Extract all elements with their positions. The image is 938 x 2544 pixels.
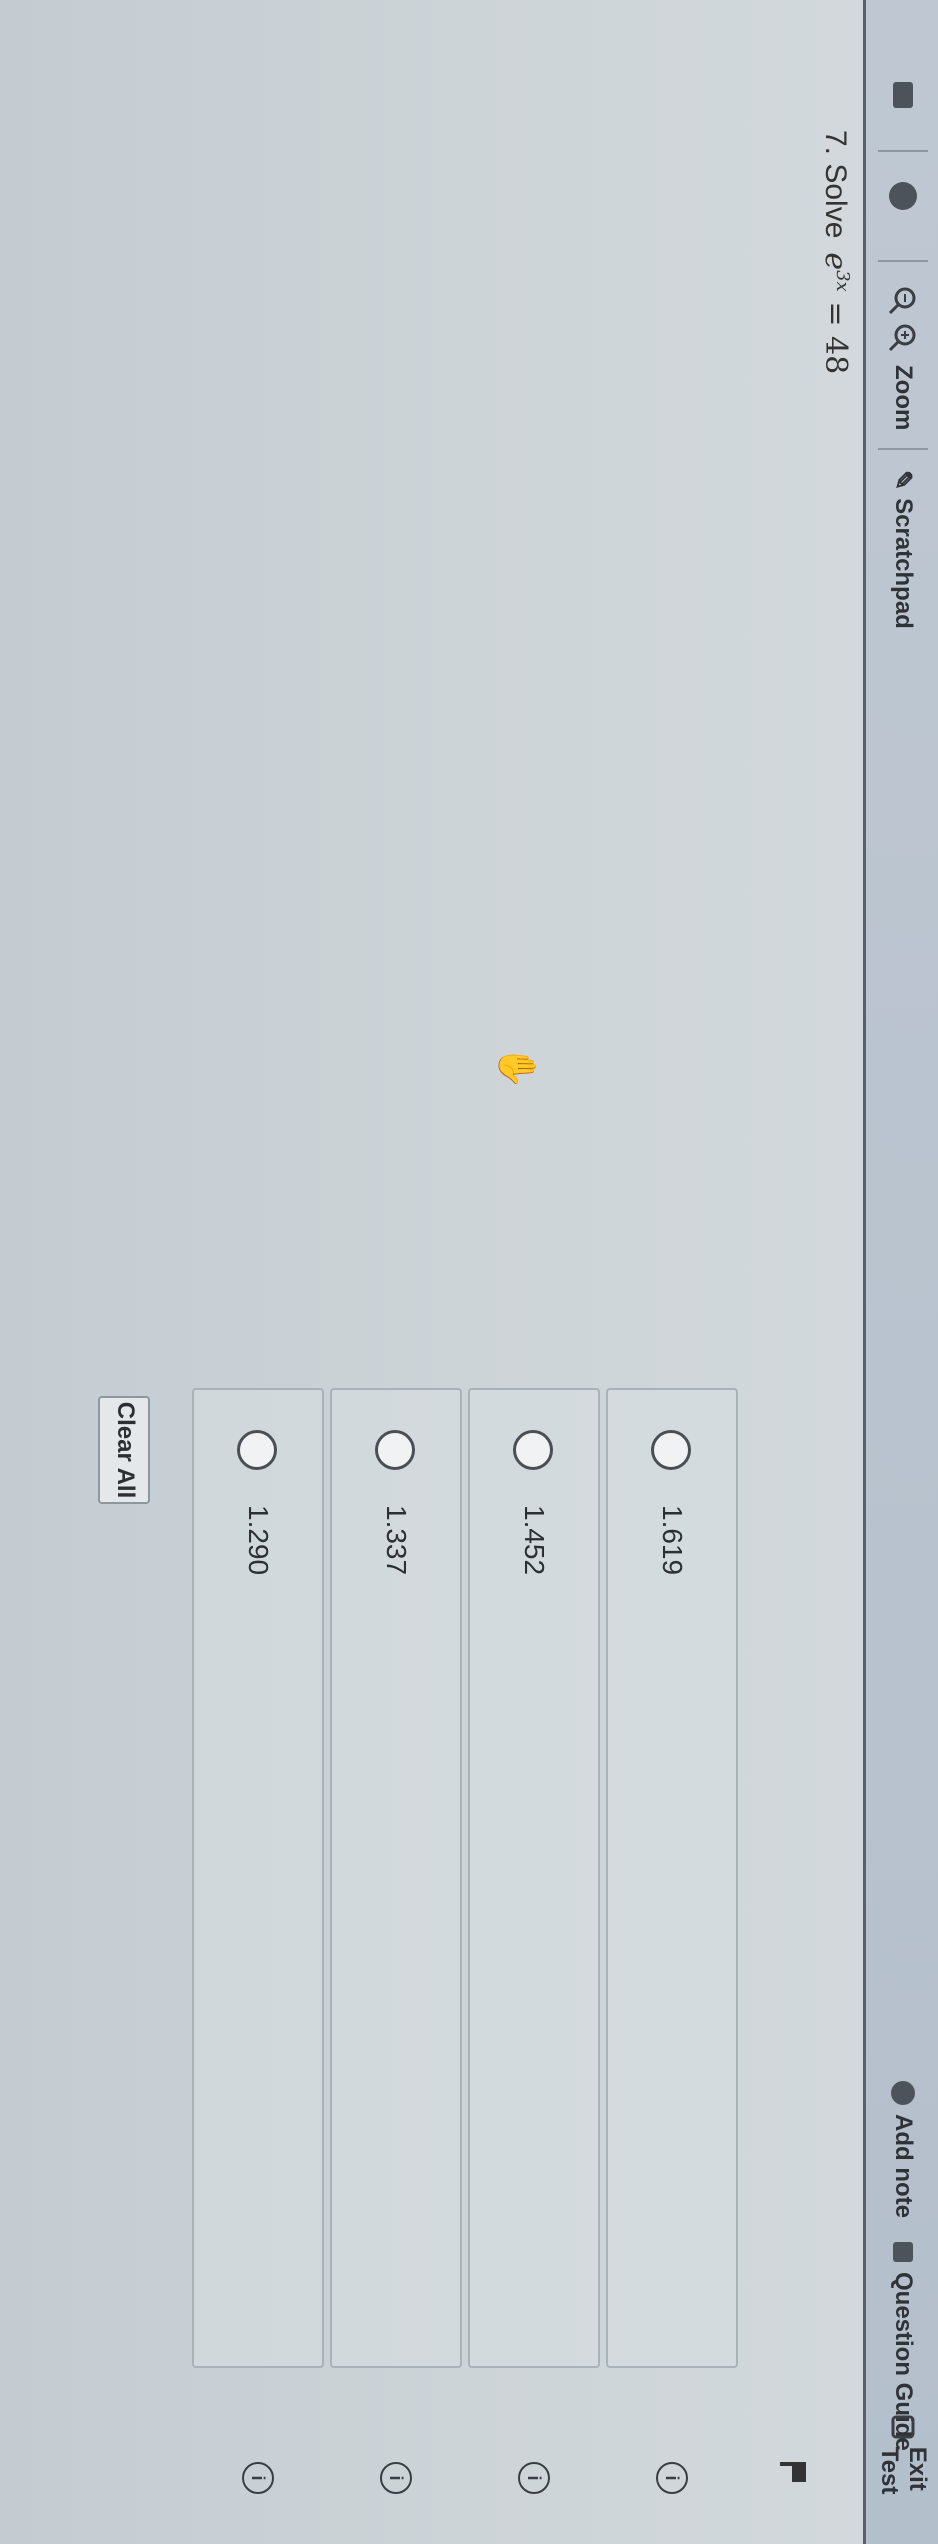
equation-rhs: = 48 [818, 301, 853, 375]
exit-test-button[interactable]: Exit Test [876, 2415, 931, 2544]
zoom-label: Zoom [890, 365, 917, 431]
equation-base: e [818, 252, 853, 271]
question-number: 7. Solve [819, 130, 852, 239]
globe-icon[interactable] [886, 180, 920, 212]
question-prompt: 7. Solve e3x = 48 [818, 130, 853, 374]
zoom-in-icon[interactable] [886, 322, 920, 352]
flag-icon[interactable] [773, 2460, 808, 2484]
radio-button[interactable] [513, 1430, 553, 1470]
answer-option[interactable]: 1.337 i [330, 1388, 462, 2494]
option-label: 1.452 [519, 1505, 550, 1576]
divider [878, 448, 928, 450]
add-note-button[interactable]: Add note [886, 2080, 920, 2218]
clear-all-button[interactable]: Clear All [98, 1396, 150, 1504]
option-label: 1.290 [243, 1505, 274, 1576]
hand-cursor-icon: ✋ [497, 1045, 538, 1090]
info-icon[interactable]: i [656, 2462, 688, 2494]
bookmark-icon[interactable] [886, 80, 920, 110]
divider [878, 150, 928, 152]
option-label: 1.619 [657, 1505, 688, 1576]
radio-button[interactable] [375, 1430, 415, 1470]
radio-button[interactable] [237, 1430, 277, 1470]
scratchpad-button[interactable]: ✎ Scratchpad [886, 470, 920, 629]
equation: e3x = 48 [818, 252, 853, 374]
toolbar: Zoom ✎ Scratchpad Add note Question Guid… [863, 0, 938, 2544]
answer-option[interactable]: 1.452 i [468, 1388, 600, 2494]
info-icon[interactable]: i [518, 2462, 550, 2494]
pencil-icon: ✎ [889, 470, 917, 491]
answer-option[interactable]: 1.290 i [192, 1388, 324, 2494]
info-icon[interactable]: i [380, 2462, 412, 2494]
answer-option[interactable]: 1.619 i [606, 1388, 738, 2494]
question-guide-button[interactable]: Question Guide [886, 2240, 920, 2451]
exit-test-label: Exit Test [876, 2446, 931, 2495]
option-label: 1.337 [381, 1505, 412, 1576]
equation-exponent: 3x [832, 270, 853, 292]
exit-icon [891, 2415, 915, 2439]
scratchpad-label: Scratchpad [890, 498, 917, 629]
radio-button[interactable] [651, 1430, 691, 1470]
note-icon [891, 2081, 915, 2105]
divider [878, 260, 928, 262]
add-note-label: Add note [890, 2114, 917, 2218]
zoom-out-icon[interactable] [886, 285, 920, 315]
guide-icon [893, 2242, 913, 2262]
info-icon[interactable]: i [242, 2462, 274, 2494]
